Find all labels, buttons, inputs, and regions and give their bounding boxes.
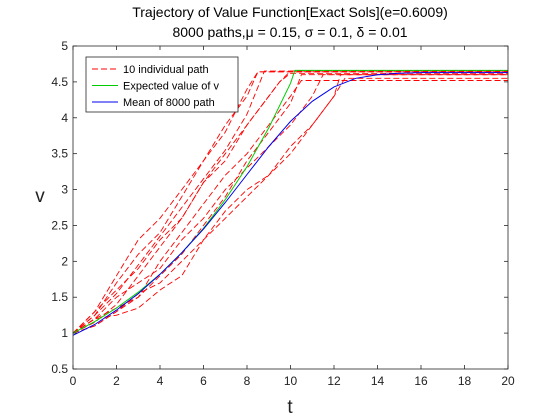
y-tick-label: 4 xyxy=(61,111,68,125)
y-tick-label: 3.5 xyxy=(51,147,68,161)
series-line-1 xyxy=(72,69,508,334)
tick-layer: 0 2 4 6 8 10 12 14 16 18 20 0.5 1 1.5 2 2.5 3 3.5 4 4.5 5 xyxy=(51,39,515,388)
y-tick-label: 1.5 xyxy=(51,290,68,304)
individual-path-line xyxy=(72,70,508,334)
y-tick-label: 5 xyxy=(61,39,68,53)
x-tick-label: 10 xyxy=(284,374,298,388)
x-tick-label: 16 xyxy=(414,374,428,388)
x-tick-label: 6 xyxy=(200,374,207,388)
individual-path-line xyxy=(72,74,508,334)
legend-box xyxy=(85,56,239,113)
x-tick-label: 20 xyxy=(501,374,515,388)
y-tick-label: 3 xyxy=(61,183,68,197)
legend-items: 10 individual path Expected value of v Mea… xyxy=(92,64,220,109)
legend: 10 individual path Expected value of v Mea… xyxy=(85,56,239,113)
y-tick-label: 1 xyxy=(61,326,68,340)
x-tick-label: 0 xyxy=(70,374,77,388)
x-tick-label: 18 xyxy=(458,374,472,388)
x-tick-label: 8 xyxy=(244,374,251,388)
individual-path-line xyxy=(72,74,508,334)
individual-path-line xyxy=(72,70,508,334)
x-tick-label: 2 xyxy=(113,374,120,388)
y-tick-label: 0.5 xyxy=(51,362,68,376)
legend-label: Mean of 8000 path xyxy=(123,97,215,109)
x-axis-label: t xyxy=(287,397,293,418)
chart-title: Trajectory of Value Function[Exact Sols]… xyxy=(132,4,448,20)
individual-path-line xyxy=(72,77,508,334)
legend-label: Expected value of v xyxy=(123,81,220,93)
individual-path-line xyxy=(72,80,508,334)
y-axis-label: v xyxy=(35,186,45,207)
x-tick-label: 14 xyxy=(371,374,385,388)
x-tick-label: 12 xyxy=(327,374,341,388)
y-tick-label: 2.5 xyxy=(51,218,68,232)
individual-path-line xyxy=(72,71,508,334)
individual-path-line xyxy=(72,74,508,334)
x-tick-label: 4 xyxy=(157,374,164,388)
series-layer xyxy=(72,69,508,336)
y-tick-label: 4.5 xyxy=(51,75,68,89)
chart-subtitle: 8000 paths,μ = 0.15, σ = 0.1, δ = 0.01 xyxy=(172,24,407,40)
series-line-2 xyxy=(72,72,508,336)
individual-path-line xyxy=(72,72,508,334)
y-tick-label: 2 xyxy=(61,254,68,268)
legend-label: 10 individual path xyxy=(123,64,209,76)
